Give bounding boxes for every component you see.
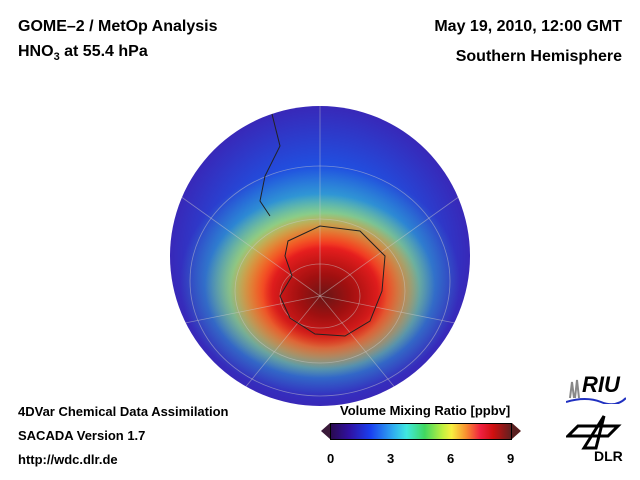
dlr-logo: DLR <box>566 414 626 464</box>
graticule <box>170 106 470 406</box>
south-america-coastline <box>259 106 281 217</box>
hno3-map-globe <box>170 106 470 406</box>
riu-logo: RIU <box>566 372 626 404</box>
riu-logo-text: RIU <box>582 372 620 397</box>
footer-version: SACADA Version 1.7 <box>18 428 146 443</box>
hemisphere: Southern Hemisphere <box>455 48 622 65</box>
dlr-logo-text: DLR <box>594 448 623 464</box>
species-level: HNO3 at 55.4 hPa <box>18 43 148 63</box>
colorbar-tick: 9 <box>507 451 515 466</box>
pressure-level: at 55.4 hPa <box>59 43 148 60</box>
species: HNO <box>18 43 54 60</box>
footer-method: 4DVar Chemical Data Assimilation <box>18 404 229 419</box>
product-title: GOME–2 / MetOp Analysis <box>18 18 218 35</box>
species-subscript: 3 <box>53 51 60 64</box>
datetime: May 19, 2010, 12:00 GMT <box>434 18 622 35</box>
colorbar <box>330 423 512 440</box>
colorbar-tick: 3 <box>387 451 395 466</box>
antarctica-coastline <box>279 225 386 337</box>
colorbar-tick: 0 <box>327 451 335 466</box>
colorbar-title: Volume Mixing Ratio [ppbv] <box>340 403 511 418</box>
colorbar-tick: 6 <box>447 451 455 466</box>
colorbar-max-arrow <box>512 423 521 439</box>
colorbar-min-arrow <box>321 423 330 439</box>
footer-url[interactable]: http://wdc.dlr.de <box>18 452 118 467</box>
